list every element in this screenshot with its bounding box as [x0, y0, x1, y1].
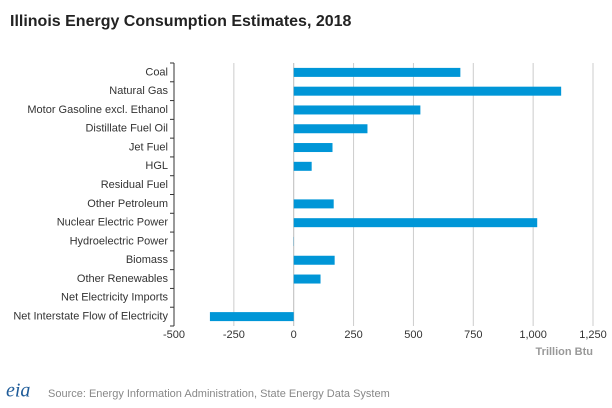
y-tick-label: Other Petroleum [87, 198, 168, 210]
x-tick-label: 1,250 [579, 329, 607, 341]
y-tick-label: Jet Fuel [129, 141, 168, 153]
bar [293, 161, 312, 171]
bar [293, 105, 421, 115]
bar [293, 86, 562, 96]
source: Source: Energy Information Administratio… [48, 388, 390, 400]
x-tick-label: -250 [223, 329, 245, 341]
x-tick-label: 250 [344, 329, 362, 341]
x-tick-label: -500 [163, 329, 185, 341]
bar [209, 312, 294, 322]
y-tick-label: Distillate Fuel Oil [85, 123, 168, 135]
y-tick-label: Residual Fuel [101, 179, 168, 191]
x-tick-label: 1,000 [519, 329, 547, 341]
x-axis-label: Trillion Btu [536, 346, 593, 358]
y-tick-label: Motor Gasoline excl. Ethanol [27, 104, 168, 116]
y-tick-label: Net Electricity Imports [61, 292, 168, 304]
x-tick-label: 0 [291, 329, 297, 341]
y-tick-label: Biomass [126, 254, 169, 266]
y-tick-label: Net Interstate Flow of Electricity [13, 311, 168, 323]
y-tick-label: HGL [145, 160, 168, 172]
x-tick-label: 750 [464, 329, 482, 341]
bar [293, 199, 334, 209]
chart-title: Illinois Energy Consumption Estimates, 2… [10, 13, 352, 30]
logo: eia [6, 380, 30, 402]
y-tick-label: Coal [145, 66, 168, 78]
bar [293, 67, 461, 77]
y-tick-label: Other Renewables [77, 273, 169, 285]
bar [293, 255, 335, 265]
y-tick-label: Nuclear Electric Power [57, 217, 169, 229]
bar [293, 124, 368, 134]
bar [293, 143, 333, 153]
bar [293, 218, 538, 228]
y-tick-label: Natural Gas [109, 85, 168, 97]
x-tick-label: 500 [404, 329, 422, 341]
bar [293, 274, 321, 284]
y-tick-label: Hydroelectric Power [70, 235, 169, 247]
